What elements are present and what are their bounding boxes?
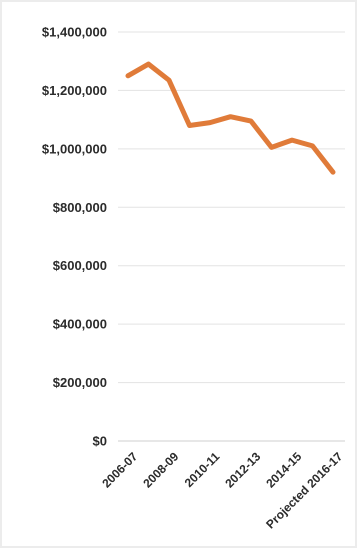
x-tick-label: 2006-07 [99,449,140,490]
x-tick-label: 2012-13 [222,449,263,490]
x-tick-label: 2010-11 [182,449,223,490]
y-tick-label: $0 [93,434,107,449]
y-tick-label: $1,000,000 [42,141,107,156]
y-tick-label: $800,000 [53,200,107,215]
y-axis-ticks: $1,400,000 $1,200,000 $1,000,000 $800,000 $6… [42,25,107,449]
x-axis-ticks: 2006-07 2008-09 2010-11 2012-13 2014-15Proje… [99,449,345,531]
series-line [125,61,336,175]
y-tick-label: $1,200,000 [42,83,107,98]
x-tick-label: Projected 2016-17 [263,449,345,531]
grid-lines [118,31,345,442]
series-layer [125,61,336,175]
y-tick-label: $200,000 [53,375,107,390]
y-tick-label: $1,400,000 [42,25,107,40]
y-tick-label: $400,000 [53,317,107,332]
x-tick-label: 2014-15 [263,449,304,490]
y-tick-label: $600,000 [53,258,107,273]
x-tick-label: 2008-09 [140,449,181,490]
